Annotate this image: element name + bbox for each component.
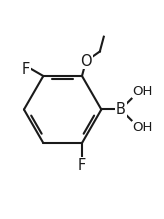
Text: F: F — [22, 62, 30, 77]
Text: O: O — [80, 54, 92, 69]
Text: OH: OH — [132, 85, 153, 98]
Text: B: B — [116, 102, 126, 117]
Text: F: F — [78, 157, 86, 173]
Text: OH: OH — [132, 121, 153, 134]
